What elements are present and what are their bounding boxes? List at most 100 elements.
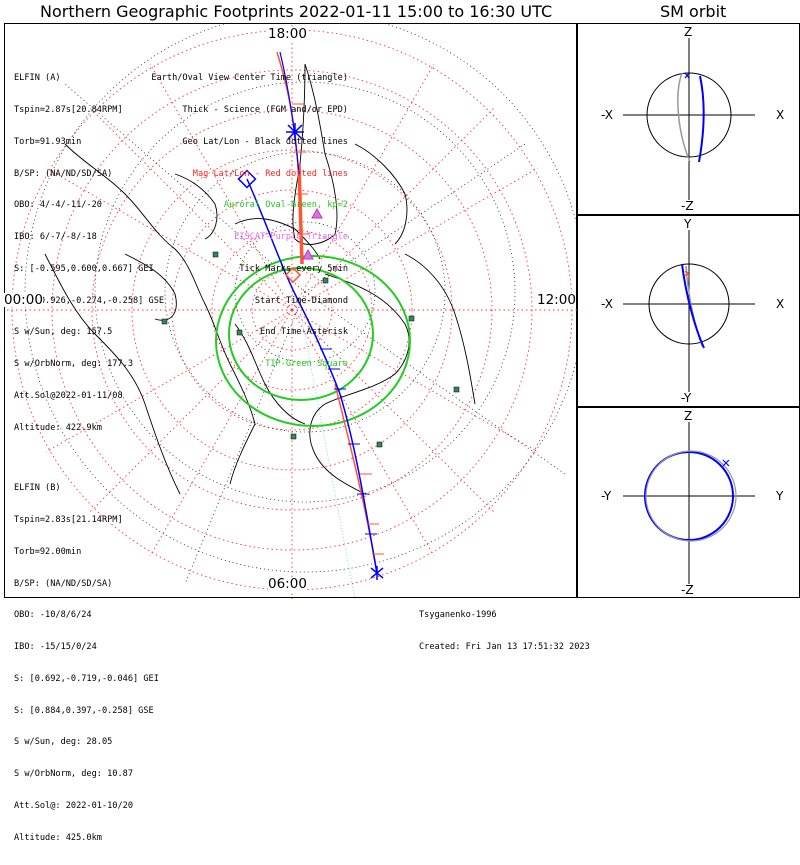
- elfin-b-line: S w/Sun, deg: 28.05: [14, 737, 113, 748]
- elfin-a-line: S w/Sun, deg: 157.5: [14, 327, 113, 338]
- elfin-a-line: B/SP: (NA/ND/SD/SA): [14, 168, 113, 179]
- elfin-b-line: S: [0.692,-0.719,-0.046] GEI: [14, 673, 159, 684]
- elfin-b-science-segment: [297, 163, 304, 265]
- axis-label-right: X: [776, 297, 784, 311]
- elfin-a-line: IBO: 6/-7/-8/-18: [14, 232, 97, 243]
- elfin-a-line: OBO: 4/-4/-11/-20: [14, 200, 102, 211]
- elfin-a-markers: [237, 123, 384, 580]
- elfin-b-line: Altitude: 425.0km: [14, 832, 102, 843]
- axis-label-left: -Y: [601, 489, 612, 503]
- elfin-a-start-diamond: [237, 169, 257, 189]
- eiscat-triangles: [302, 207, 323, 260]
- legend-item: Tick Marks every 5min: [239, 263, 348, 274]
- hour-label-top: 18:00: [268, 26, 307, 42]
- elfin-a-asterisk-south: [370, 566, 384, 580]
- orbit-asterisk: [722, 459, 730, 467]
- sm-orbit-panel-xz: Z -Z -X X: [577, 23, 800, 215]
- orbit-asterisk: [684, 72, 690, 79]
- axis-label-left: -X: [601, 108, 613, 122]
- hour-label-left: 00:00: [4, 292, 43, 308]
- hour-label-right: 12:00: [537, 292, 576, 308]
- elfin-b-line: Tspin=2.83s[21.14RPM]: [14, 514, 123, 525]
- model-name: Tsyganenko-1996: [419, 610, 497, 621]
- elfin-a-orbit: [698, 75, 705, 163]
- created-timestamp: Created: Fri Jan 13 17:51:32 2023: [419, 641, 590, 652]
- axis-label-top: Z: [684, 409, 692, 423]
- axis-label-bottom: -Z: [681, 199, 694, 213]
- legend-item: Geo Lat/Lon - Black dotted lines: [182, 136, 348, 147]
- elfin-b-line: S: [0.884,0.397,-0.258] GSE: [14, 705, 154, 716]
- axis-label-left: -X: [601, 297, 613, 311]
- elfin-a-info: ELFIN (A) Tspin=2.87s[20.84RPM] Torb=91.…: [14, 52, 164, 455]
- elfin-b-info: ELFIN (B) Tspin=2.83s[21.14RPM] Torb=92.…: [14, 462, 159, 865]
- axis-label-top: Y: [683, 217, 692, 231]
- elfin-b-name: ELFIN (B): [14, 483, 61, 494]
- credits: Tsyganenko-1996 Created: Fri Jan 13 17:5…: [419, 589, 590, 674]
- elfin-a-line: Tspin=2.87s[20.84RPM]: [14, 104, 123, 115]
- legend-item: TIP-Green Square: [265, 359, 348, 370]
- tip-square: [453, 386, 460, 393]
- tip-square: [322, 277, 329, 284]
- legend-item: Thick - Science (FGM and/or EPD): [182, 104, 348, 115]
- elfin-b-line: S w/OrbNorm, deg: 10.87: [14, 769, 133, 780]
- elfin-b-line: Torb=92.00min: [14, 546, 82, 557]
- tip-square: [212, 251, 219, 258]
- footprint-map-panel: ELFIN (A) Tspin=2.87s[20.84RPM] Torb=91.…: [4, 23, 590, 843]
- orbit-asterisk: [684, 270, 690, 277]
- tip-square: [161, 318, 168, 325]
- footprint-map: [5, 24, 578, 599]
- axis-label-bottom: -Y: [681, 391, 692, 405]
- axis-label-right: X: [776, 108, 784, 122]
- elfin-a-line: Torb=91.93min: [14, 136, 82, 147]
- elfin-a-orbit: [644, 451, 734, 541]
- elfin-a-name: ELFIN (A): [14, 73, 61, 84]
- elfin-a-line: Att.Sol@2022-01-11/08: [14, 391, 123, 401]
- sm-orbit-xz-plot: Z -Z -X X: [601, 25, 784, 213]
- elfin-b-track-south: [334, 383, 378, 573]
- elfin-b-line: Att.Sol@: 2022-01-10/20: [14, 801, 133, 811]
- legend-item: Auroral Oval-Green, kp=2: [223, 200, 348, 211]
- elfin-a-ticks: [320, 348, 377, 535]
- eiscat-triangle: [302, 248, 314, 260]
- sm-orbit-xy-plot: Y -Y -X X: [601, 217, 784, 405]
- auroral-oval: [215, 255, 411, 427]
- legend-item: Start Time-Diamond: [254, 295, 348, 306]
- elfin-a-track-north: [279, 51, 300, 175]
- view-center-meridian: [298, 303, 356, 599]
- elfin-a-end-asterisk: [286, 123, 304, 141]
- axis-label-bottom: -Z: [681, 583, 694, 597]
- tip-square: [290, 433, 297, 440]
- elfin-b-line: IBO: -15/15/0/24: [14, 642, 97, 653]
- hour-label-bottom: 06:00: [268, 576, 307, 592]
- elfin-b-line: B/SP: (NA/ND/SD/SA): [14, 578, 113, 589]
- sm-orbit-panel-xy: Y -Y -X X: [577, 215, 800, 407]
- tip-squares: [161, 251, 460, 448]
- legend: Earth/Oval View Center Time (triangle) T…: [151, 52, 348, 391]
- sm-orbit-panel-yz: Z -Z -Y Y: [577, 407, 800, 598]
- mag-grid: [5, 24, 578, 599]
- elfin-b-start-diamond: [284, 266, 302, 284]
- elfin-a-line: S w/OrbNorm, deg: 177.3: [14, 359, 133, 370]
- legend-item: Mag Lat/Lon - Red dotted lines: [192, 168, 348, 179]
- elfin-a-orbit: [681, 263, 705, 349]
- sm-orbit-title: SM orbit: [660, 2, 727, 21]
- elfin-a-line: S: [-0.595,0.600,0.667] GEI: [14, 263, 154, 274]
- legend-item: EISCAT-Purple Triangle: [234, 232, 348, 243]
- tip-square: [376, 441, 383, 448]
- orbit-trace-gray: [685, 265, 703, 347]
- eiscat-triangle: [311, 207, 323, 219]
- earth-circle: [648, 263, 730, 345]
- axis-label-top: Z: [684, 25, 692, 39]
- elfin-b-line: OBO: -10/8/6/24: [14, 610, 92, 621]
- legend-item: Earth/Oval View Center Time (triangle): [151, 73, 348, 84]
- elfin-b-markers: [284, 266, 302, 284]
- tip-square: [236, 329, 243, 336]
- sm-orbit-yz-plot: Z -Z -Y Y: [601, 409, 784, 597]
- orbit-trace-gray: [645, 450, 737, 542]
- orbit-trace-gray: [677, 72, 691, 163]
- legend-item: End Time-Asterisk: [260, 327, 348, 338]
- elfin-a-line: Altitude: 422.9km: [14, 422, 102, 433]
- tip-square: [408, 315, 415, 322]
- elfin-b-ticks: [292, 103, 384, 555]
- page-title: Northern Geographic Footprints 2022-01-1…: [40, 2, 553, 21]
